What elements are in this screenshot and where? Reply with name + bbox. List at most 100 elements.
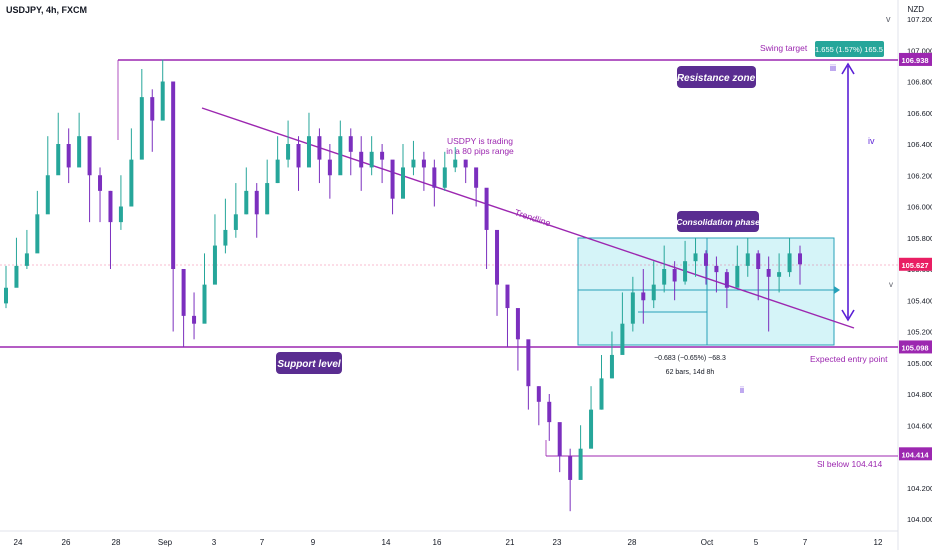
swing-measure-badge[interactable] (815, 41, 884, 57)
candle-body (714, 265, 719, 273)
candle-body (254, 190, 259, 215)
swing-target-arrowhead-up (841, 62, 855, 75)
price-tick-label: 104.600 (907, 421, 932, 430)
currency-label: NZD (907, 5, 924, 14)
candle-body (411, 159, 416, 168)
candle-body (735, 265, 740, 288)
candle-body (56, 144, 61, 176)
swing-target-label: Swing target (760, 43, 808, 53)
support-level-badge[interactable] (276, 352, 342, 374)
time-axis[interactable]: 24 26 28 Sep 3 7 9 14 16 21 23 28 Oct 5 7 12 (14, 538, 883, 547)
range-note-line1: USDPY is trading (447, 136, 513, 146)
time-tick-label: 9 (311, 538, 316, 547)
candle-body (651, 284, 656, 301)
measure-label-line1: −0.683 (−0.65%) −68.3 (654, 355, 726, 362)
candle-body (244, 190, 249, 215)
time-tick-label: 7 (260, 538, 265, 547)
price-label-badge (899, 257, 932, 271)
measure-label-line2: 62 bars, 14d 8h (666, 369, 715, 376)
price-tick-label: 104.200 (907, 484, 932, 493)
candle-body (442, 167, 447, 188)
candle-body (609, 354, 614, 379)
candle-body (495, 229, 500, 285)
consolidation-phase-label: Consolidation phase (676, 217, 760, 227)
candle-body (745, 253, 750, 266)
candle-body (338, 136, 343, 176)
candle-body (547, 401, 552, 423)
price-tick-label: 106.800 (907, 78, 932, 87)
candle-body (66, 144, 71, 168)
price-label-text: 104.414 (901, 450, 929, 459)
candle-body (536, 386, 541, 402)
swing-measure-label: 1.655 (1.57%) 165.5 (815, 45, 883, 54)
price-labels: 106.938 105.627 105.098 104.414 (899, 52, 932, 461)
price-tick-label: 105.800 (907, 234, 932, 243)
time-tick-label: 7 (803, 538, 808, 547)
wave-iii-label: iii (830, 63, 836, 73)
candle-body (108, 190, 113, 223)
candle-body (463, 159, 468, 168)
candle-body (662, 269, 667, 285)
candle-body (369, 151, 374, 168)
range-note-line2: in a 80 pips range (446, 146, 514, 156)
price-tick-label: 105.400 (907, 296, 932, 305)
candle-body (798, 253, 802, 265)
stop-loss-label: Sl below 104.414 (817, 459, 882, 469)
candle-body (265, 183, 270, 215)
swing-target-arrowhead-down (841, 309, 855, 322)
candle-body (359, 151, 364, 168)
candle-body (557, 422, 562, 457)
candle-body (641, 292, 646, 301)
candle-body (505, 284, 510, 309)
price-tick-label: 106.400 (907, 140, 932, 149)
time-tick-label: 16 (433, 538, 442, 547)
wave-ii-label: ii (740, 385, 744, 395)
price-tick-label: 106.200 (907, 171, 932, 180)
time-tick-label: Oct (701, 538, 714, 547)
candle-body (212, 245, 217, 285)
candle-body (630, 292, 635, 324)
price-tick-label: 106.000 (907, 203, 932, 212)
candle-body (202, 284, 207, 324)
candle-body (589, 409, 594, 449)
time-tick-label: 5 (754, 538, 759, 547)
price-label-text: 105.627 (901, 261, 928, 270)
resistance-zone-badge[interactable] (677, 66, 756, 88)
candle-body (401, 167, 405, 199)
consolidation-phase-badge[interactable] (677, 211, 759, 232)
candle-body (380, 151, 385, 160)
candle-body (150, 97, 155, 121)
time-tick-label: 28 (628, 538, 637, 547)
time-tick-label: 26 (62, 538, 71, 547)
candle-body (14, 265, 19, 288)
price-tick-label: 104.000 (907, 515, 932, 524)
price-tick-label: 107.200 (907, 15, 932, 24)
candle-body (703, 253, 708, 266)
candle-body (683, 261, 688, 282)
price-label-badge (899, 340, 932, 354)
trendline-label: Trendline (513, 207, 551, 228)
candle-body (787, 253, 792, 273)
candle-body (192, 315, 197, 324)
candle-body (777, 272, 782, 277)
candle-body (421, 159, 426, 168)
chevron-down-icon-secondary[interactable]: v (889, 280, 893, 289)
time-tick-label: Sep (158, 538, 173, 547)
candle-body (484, 187, 489, 230)
candle-body (568, 456, 573, 480)
time-tick-label: 23 (553, 538, 562, 547)
candle-body (77, 136, 82, 168)
candle-body (620, 323, 625, 355)
time-tick-label: 12 (874, 538, 883, 547)
candle-body (139, 97, 144, 160)
candle-body (348, 136, 353, 152)
candle-body (24, 253, 29, 266)
candle-body (526, 339, 531, 387)
candle-body (275, 159, 280, 184)
price-tick-label: 105.000 (907, 359, 932, 368)
candle-body (724, 272, 729, 288)
candle-body (35, 214, 40, 254)
chevron-down-icon[interactable]: v (886, 14, 891, 24)
time-tick-label: 28 (112, 538, 121, 547)
